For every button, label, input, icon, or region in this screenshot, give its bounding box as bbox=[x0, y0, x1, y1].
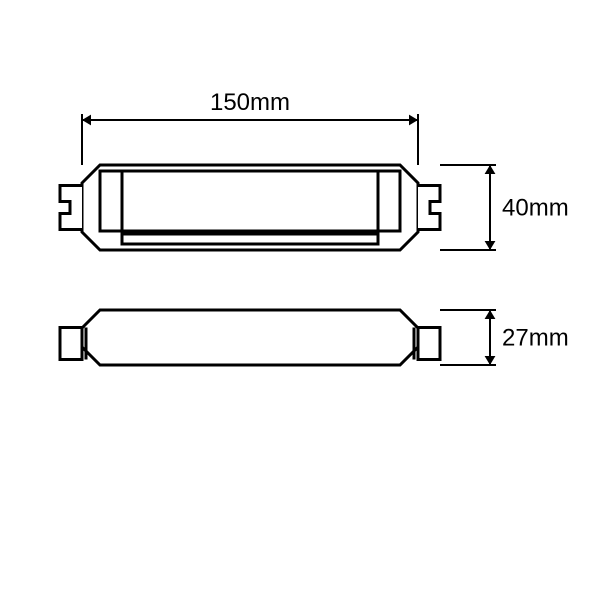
side-view bbox=[60, 310, 440, 365]
technical-drawing: 150mm 40mm 27mm bbox=[0, 0, 600, 600]
depth-label: 27mm bbox=[502, 325, 569, 352]
top-view bbox=[60, 165, 440, 250]
height-label: 40mm bbox=[502, 195, 569, 222]
width-label: 150mm bbox=[210, 89, 290, 116]
